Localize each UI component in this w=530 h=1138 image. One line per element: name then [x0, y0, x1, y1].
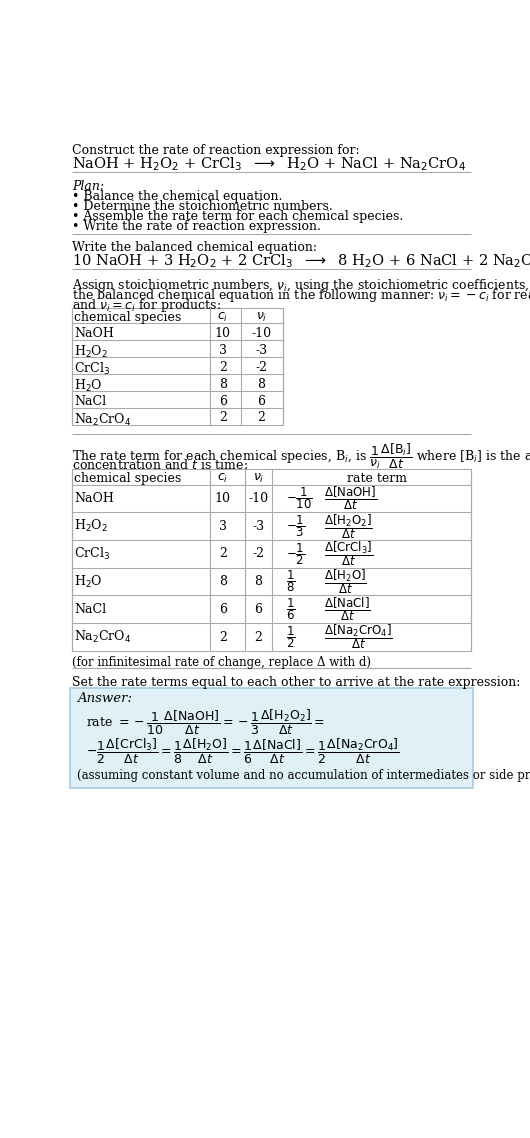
Text: -3: -3 [252, 520, 264, 533]
Text: Write the balanced chemical equation:: Write the balanced chemical equation: [73, 241, 317, 254]
Text: -2: -2 [255, 361, 268, 373]
Text: 2: 2 [219, 547, 227, 560]
Bar [73, 469, 471, 651]
Text: NaCl: NaCl [74, 603, 106, 616]
Text: $\nu_i$: $\nu_i$ [253, 472, 264, 486]
Text: -10: -10 [252, 327, 271, 340]
Bar [73, 307, 283, 424]
Text: 6: 6 [219, 603, 227, 616]
Text: 6: 6 [219, 395, 227, 407]
Text: Na$_2$CrO$_4$: Na$_2$CrO$_4$ [74, 412, 131, 428]
Text: The rate term for each chemical species, B$_i$, is $\dfrac{1}{\nu_i}\dfrac{\Delt: The rate term for each chemical species,… [73, 442, 530, 471]
Text: Plan:: Plan: [73, 180, 104, 192]
Text: 2: 2 [219, 412, 227, 424]
Text: Answer:: Answer: [77, 693, 132, 706]
Text: (assuming constant volume and no accumulation of intermediates or side products): (assuming constant volume and no accumul… [77, 769, 530, 783]
Text: and $\nu_i = c_i$ for products:: and $\nu_i = c_i$ for products: [73, 297, 222, 314]
Text: $c_i$: $c_i$ [217, 311, 228, 323]
Text: • Determine the stoichiometric numbers.: • Determine the stoichiometric numbers. [73, 200, 333, 214]
Text: 2: 2 [219, 630, 227, 644]
Text: the balanced chemical equation in the following manner: $\nu_i = -c_i$ for react: the balanced chemical equation in the fo… [73, 287, 530, 304]
Text: • Assemble the rate term for each chemical species.: • Assemble the rate term for each chemic… [73, 211, 404, 223]
Text: 3: 3 [219, 520, 227, 533]
Text: $\dfrac{\Delta[\mathrm{Na_2CrO_4}]}{\Delta t}$: $\dfrac{\Delta[\mathrm{Na_2CrO_4}]}{\Del… [323, 622, 392, 651]
Text: H$_2$O: H$_2$O [74, 574, 103, 589]
Text: NaOH: NaOH [74, 327, 114, 340]
FancyBboxPatch shape [70, 687, 473, 787]
Text: (for infinitesimal rate of change, replace Δ with d): (for infinitesimal rate of change, repla… [73, 655, 372, 668]
Text: Na$_2$CrO$_4$: Na$_2$CrO$_4$ [74, 629, 131, 645]
Text: rate term: rate term [347, 472, 407, 485]
Text: 10 NaOH + 3 H$_2$O$_2$ + 2 CrCl$_3$  $\longrightarrow$  8 H$_2$O + 6 NaCl + 2 Na: 10 NaOH + 3 H$_2$O$_2$ + 2 CrCl$_3$ $\lo… [73, 251, 530, 270]
Text: rate $= -\dfrac{1}{10}\dfrac{\Delta[\mathrm{NaOH}]}{\Delta t} = -\dfrac{1}{3}\df: rate $= -\dfrac{1}{10}\dfrac{\Delta[\mat… [86, 708, 325, 737]
Text: -2: -2 [252, 547, 264, 560]
Text: • Write the rate of reaction expression.: • Write the rate of reaction expression. [73, 221, 321, 233]
Text: 2: 2 [219, 361, 227, 373]
Text: 8: 8 [219, 378, 227, 390]
Text: -3: -3 [255, 344, 268, 356]
Text: 8: 8 [219, 575, 227, 588]
Text: 2: 2 [258, 412, 266, 424]
Text: $-\dfrac{1}{3}$: $-\dfrac{1}{3}$ [286, 513, 306, 539]
Text: NaCl: NaCl [74, 395, 106, 407]
Text: 6: 6 [254, 603, 262, 616]
Text: chemical species: chemical species [74, 311, 181, 323]
Text: $\dfrac{\Delta[\mathrm{H_2O_2}]}{\Delta t}$: $\dfrac{\Delta[\mathrm{H_2O_2}]}{\Delta … [323, 512, 372, 541]
Text: $\dfrac{1}{8}$: $\dfrac{1}{8}$ [286, 569, 296, 594]
Text: Construct the rate of reaction expression for:: Construct the rate of reaction expressio… [73, 145, 360, 157]
Text: $\dfrac{\Delta[\mathrm{H_2O}]}{\Delta t}$: $\dfrac{\Delta[\mathrm{H_2O}]}{\Delta t}… [323, 567, 367, 596]
Text: Set the rate terms equal to each other to arrive at the rate expression:: Set the rate terms equal to each other t… [73, 676, 521, 688]
Text: H$_2$O$_2$: H$_2$O$_2$ [74, 518, 108, 534]
Text: $\dfrac{\Delta[\mathrm{CrCl_3}]}{\Delta t}$: $\dfrac{\Delta[\mathrm{CrCl_3}]}{\Delta … [323, 539, 373, 568]
Text: -10: -10 [249, 492, 269, 505]
Text: $\nu_i$: $\nu_i$ [256, 311, 267, 323]
Text: 6: 6 [258, 395, 266, 407]
Text: $\dfrac{1}{2}$: $\dfrac{1}{2}$ [286, 625, 296, 650]
Text: 8: 8 [254, 575, 262, 588]
Text: $\dfrac{\Delta[\mathrm{NaCl}]}{\Delta t}$: $\dfrac{\Delta[\mathrm{NaCl}]}{\Delta t}… [323, 595, 370, 624]
Text: • Balance the chemical equation.: • Balance the chemical equation. [73, 190, 283, 204]
Text: $-\dfrac{1}{2}$: $-\dfrac{1}{2}$ [286, 541, 306, 567]
Text: 2: 2 [254, 630, 262, 644]
Text: CrCl$_3$: CrCl$_3$ [74, 546, 110, 562]
Text: H$_2$O$_2$: H$_2$O$_2$ [74, 344, 108, 360]
Text: 10: 10 [215, 492, 231, 505]
Text: 10: 10 [215, 327, 231, 340]
Text: $\dfrac{\Delta[\mathrm{NaOH}]}{\Delta t}$: $\dfrac{\Delta[\mathrm{NaOH}]}{\Delta t}… [323, 485, 377, 512]
Text: NaOH + H$_2$O$_2$ + CrCl$_3$  $\longrightarrow$  H$_2$O + NaCl + Na$_2$CrO$_4$: NaOH + H$_2$O$_2$ + CrCl$_3$ $\longright… [73, 155, 466, 173]
Text: NaOH: NaOH [74, 492, 114, 505]
Text: CrCl$_3$: CrCl$_3$ [74, 361, 110, 377]
Text: concentration and $t$ is time:: concentration and $t$ is time: [73, 459, 249, 472]
Text: $-\dfrac{1}{10}$: $-\dfrac{1}{10}$ [286, 486, 313, 511]
Text: chemical species: chemical species [74, 472, 181, 485]
Text: H$_2$O: H$_2$O [74, 378, 103, 394]
Text: $\dfrac{1}{6}$: $\dfrac{1}{6}$ [286, 596, 296, 622]
Text: $c_i$: $c_i$ [217, 472, 228, 486]
Text: 8: 8 [258, 378, 266, 390]
Text: $-\dfrac{1}{2}\dfrac{\Delta[\mathrm{CrCl_3}]}{\Delta t} = \dfrac{1}{8}\dfrac{\De: $-\dfrac{1}{2}\dfrac{\Delta[\mathrm{CrCl… [86, 737, 400, 766]
Text: Assign stoichiometric numbers, $\nu_i$, using the stoichiometric coefficients, $: Assign stoichiometric numbers, $\nu_i$, … [73, 277, 530, 294]
Text: 3: 3 [219, 344, 227, 356]
